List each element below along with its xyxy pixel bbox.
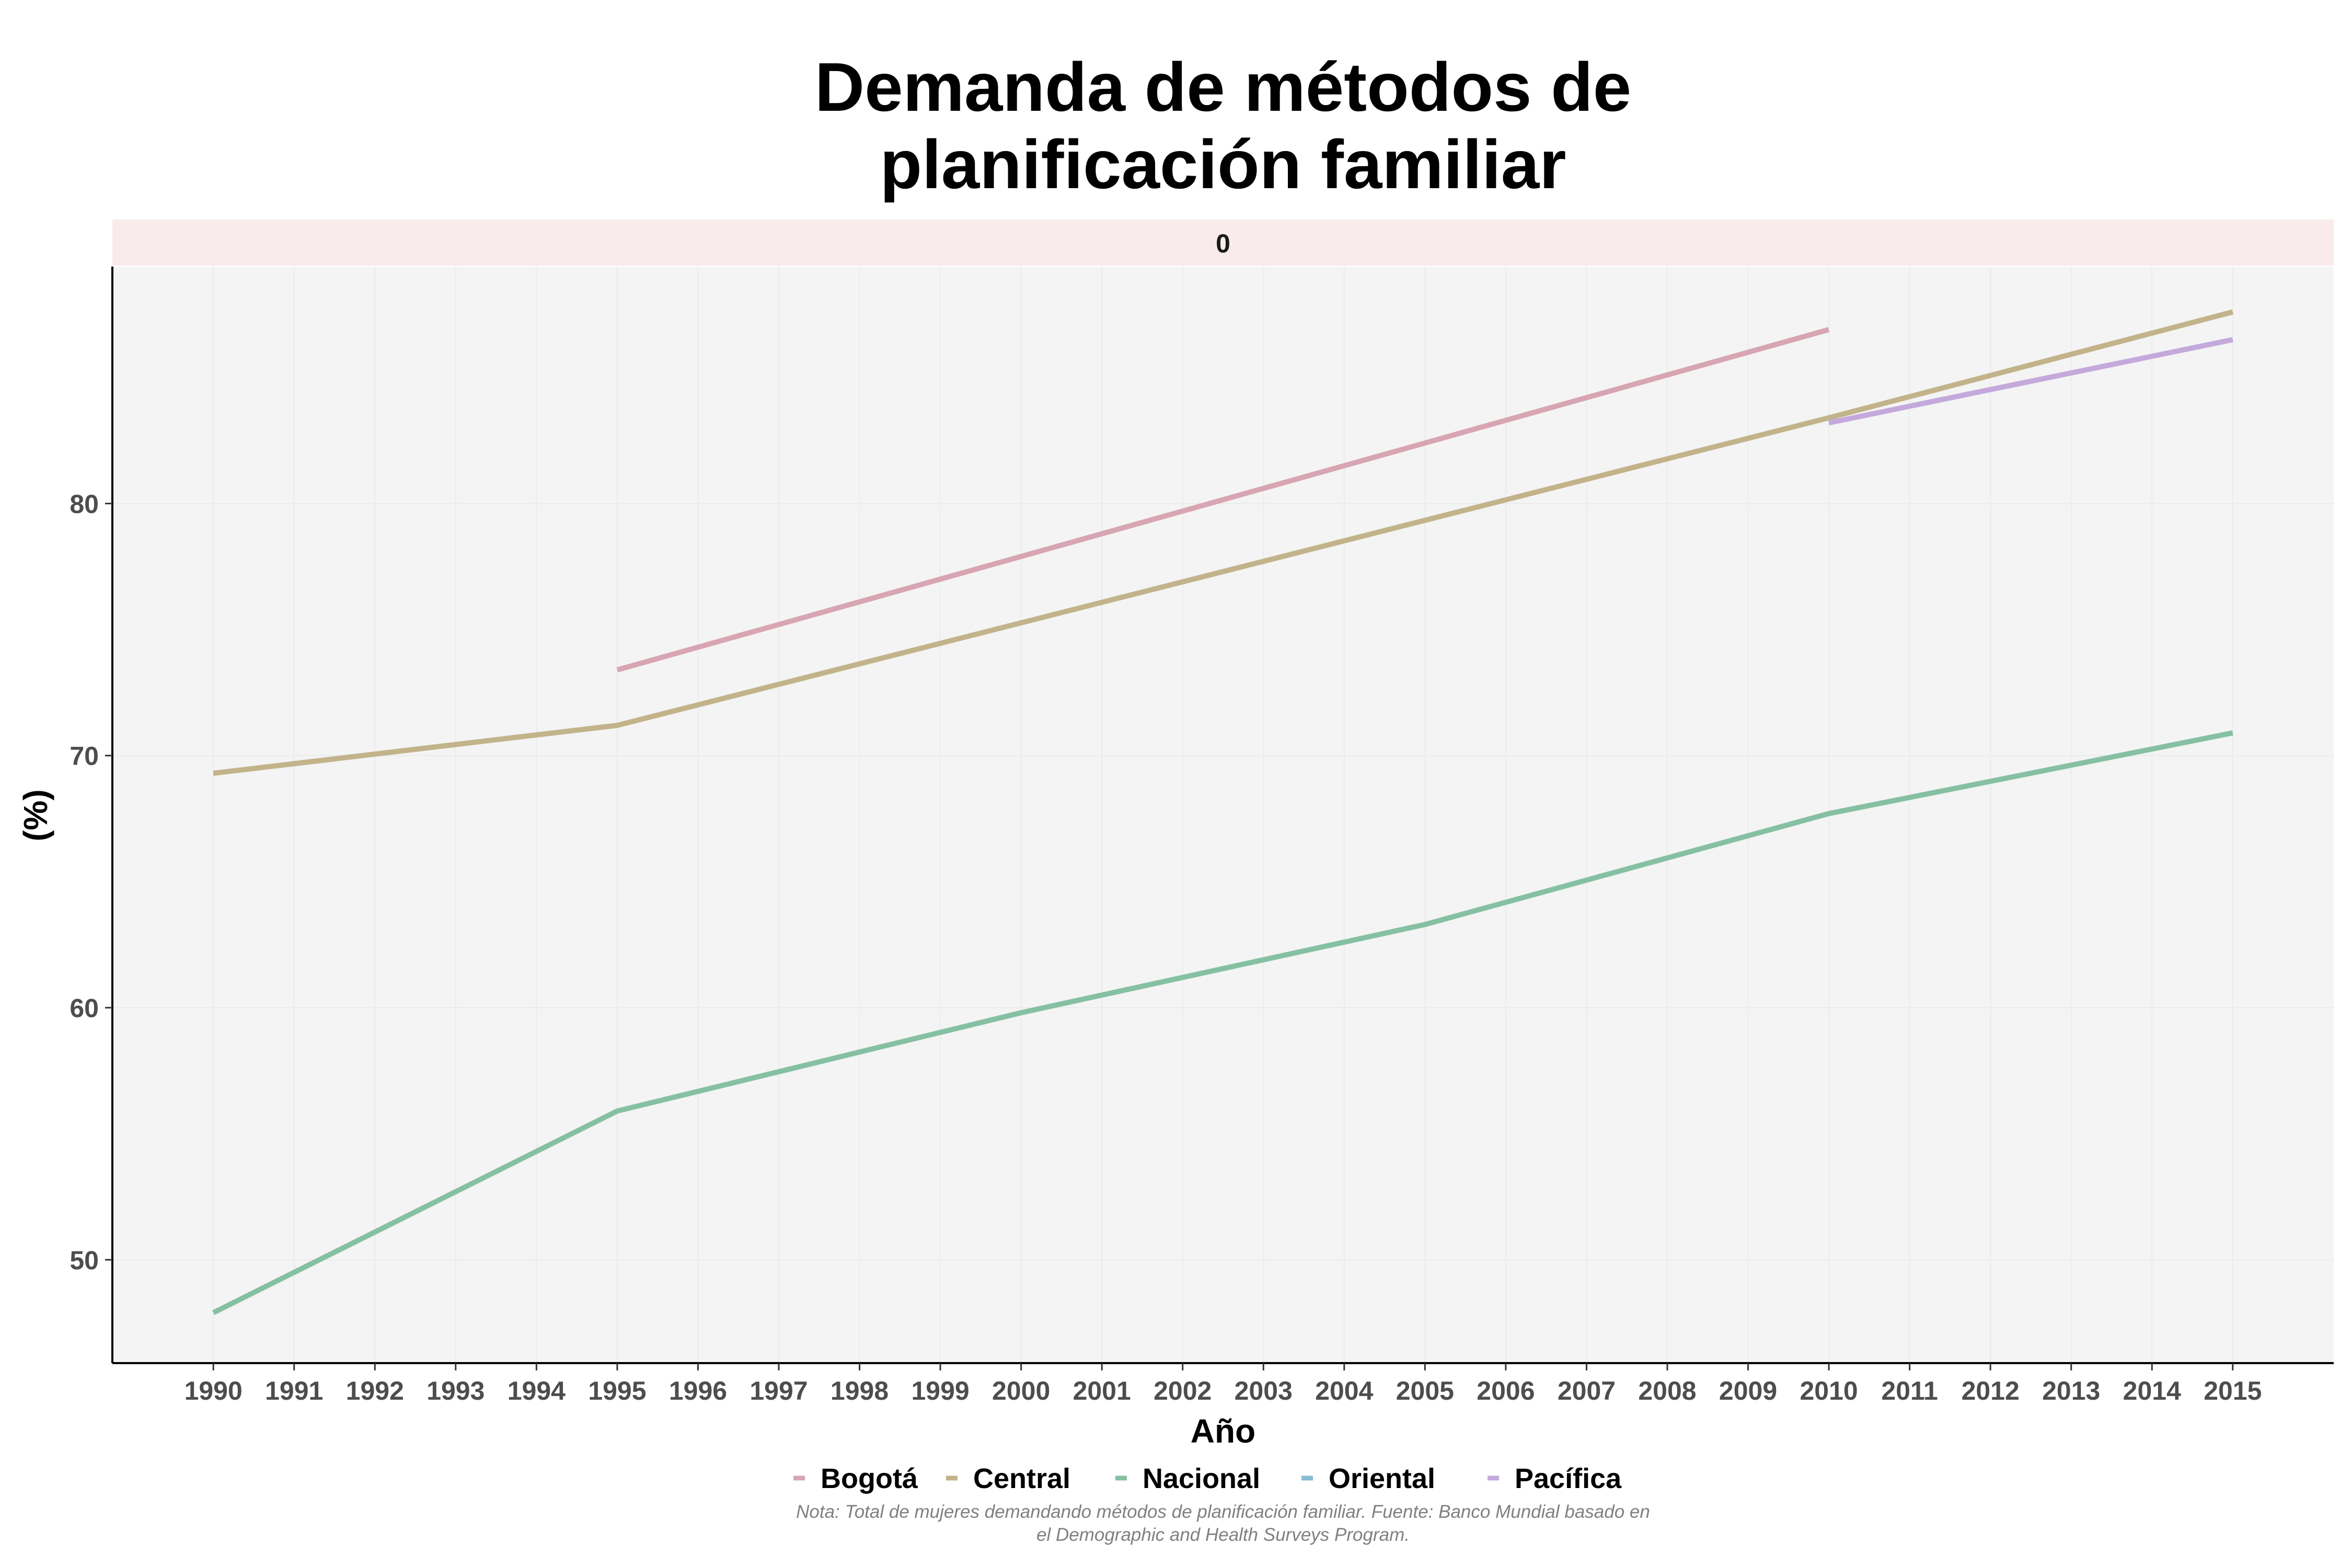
y-tick-label: 70 [70,742,99,771]
facet-strip [112,220,2334,266]
series-line-nacional [212,730,2233,1316]
x-tick-label: 1998 [831,1376,889,1405]
y-tick-label: 50 [70,1246,99,1275]
x-tick-label: 1995 [588,1376,646,1405]
facet-strip-label: 0 [1216,229,1230,258]
x-axis-ticks: 1990 1991 1992 1993 1994 1995 1996 1997 1998 1999… [185,1363,2262,1405]
chart-title-line-2: planificación familiar [880,126,1566,203]
x-tick-label: 2009 [1719,1376,1777,1405]
grid-lines [112,267,2334,1363]
x-tick-label: 2001 [1073,1376,1131,1405]
x-tick-label: 2011 [1881,1376,1938,1405]
x-tick-label: 2008 [1638,1376,1696,1405]
y-axis-ticks: 50 60 70 80 [70,489,112,1275]
x-tick-label: 1997 [750,1376,808,1405]
x-tick-label: 2007 [1558,1376,1616,1405]
y-tick-label: 80 [70,489,99,518]
y-tick-label: 60 [70,994,99,1023]
series-line-bogotá [616,327,1830,673]
x-tick-label: 2006 [1477,1376,1535,1405]
legend: Bogotá Central Nacional Oriental Pacífica [793,1463,1622,1494]
x-tick-label: 2002 [1154,1376,1212,1405]
x-tick-label: 1990 [185,1376,243,1405]
x-tick-label: 2014 [2123,1376,2181,1405]
x-tick-label: 1999 [911,1376,969,1405]
legend-label-bogotá: Bogotá [821,1463,918,1494]
x-tick-label: 2000 [992,1376,1050,1405]
series-lines [212,309,2234,1316]
legend-label-nacional: Nacional [1143,1463,1260,1494]
series-line-central [213,309,2234,776]
caption-line-1: Nota: Total de mujeres demandando método… [796,1502,1650,1522]
x-tick-label: 1993 [426,1376,485,1405]
chart-title-line-1: Demanda de métodos de [815,49,1631,125]
x-axis-title: Año [1191,1412,1255,1450]
x-tick-label: 2013 [2042,1376,2100,1405]
x-tick-label: 1992 [346,1376,404,1405]
x-tick-label: 2012 [1962,1376,2020,1405]
y-axis-title: (%) [17,789,54,841]
x-tick-label: 2015 [2204,1376,2262,1405]
x-tick-label: 2010 [1800,1376,1858,1405]
legend-label-central: Central [973,1463,1070,1494]
x-tick-label: 1994 [508,1376,566,1405]
legend-label-pacífica: Pacífica [1515,1463,1622,1494]
legend-label-oriental: Oriental [1329,1463,1435,1494]
series-line-pacífica [1828,337,2233,425]
x-tick-label: 1991 [265,1376,323,1405]
x-tick-label: 1996 [669,1376,727,1405]
x-tick-label: 2003 [1235,1376,1293,1405]
caption-line-2: el Demographic and Health Surveys Progra… [1036,1525,1410,1545]
x-tick-label: 2005 [1396,1376,1454,1405]
x-tick-label: 2004 [1315,1376,1373,1405]
